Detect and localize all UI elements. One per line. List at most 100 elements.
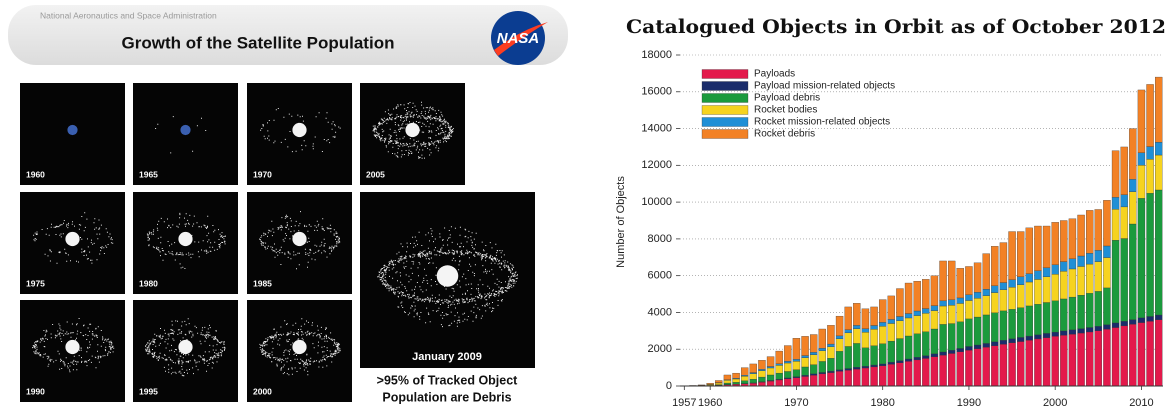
bar-segment (1129, 223, 1137, 320)
bar-segment (844, 306, 852, 330)
bar-segment (1155, 142, 1163, 156)
bar-segment (766, 374, 775, 381)
y-tick-label: 18000 (641, 49, 672, 61)
bar-segment (1103, 257, 1111, 289)
bar-segment (1086, 293, 1094, 328)
bar-segment (1111, 240, 1120, 324)
earth (292, 339, 307, 355)
bar-segment (956, 268, 964, 299)
bar-segment (1120, 238, 1128, 322)
bar-segment (1034, 279, 1042, 305)
bar-segment (1103, 324, 1111, 330)
bar-segment (810, 364, 818, 375)
y-tick-label: 6000 (648, 270, 672, 282)
bar-segment (999, 282, 1008, 290)
bar-segment (1094, 326, 1102, 331)
y-tick-label: 10000 (641, 196, 672, 208)
bar-segment (1137, 165, 1146, 199)
bar-segment (853, 303, 861, 326)
bar-segment (706, 383, 714, 385)
bar-segment (904, 282, 913, 314)
bar-segment (784, 362, 792, 372)
bar-segment (835, 369, 844, 372)
bar-segment (818, 373, 826, 387)
bar-segment (973, 348, 982, 387)
bar-segment (1051, 300, 1059, 333)
bar-segment (827, 325, 835, 345)
bar-segment (1034, 225, 1042, 271)
bar-segment (887, 319, 895, 324)
bar-segment (1146, 321, 1154, 387)
bar-segment (1025, 305, 1033, 337)
nasa-logo: NASA (491, 11, 548, 65)
bar-segment (1111, 150, 1120, 198)
bar-segment (853, 367, 861, 370)
bar-segment (1060, 330, 1068, 336)
bar-segment (939, 324, 947, 353)
bar-segment (982, 343, 990, 348)
bar-segment (775, 379, 783, 387)
bar-segment (973, 298, 982, 318)
bar-segment (913, 359, 921, 387)
bar-segment (861, 367, 870, 387)
bar-segment (991, 292, 999, 313)
bar-segment (1068, 329, 1077, 335)
bar-segment (827, 370, 835, 373)
bar-segment (1034, 334, 1042, 340)
y-axis-label: Number of Objects (615, 176, 627, 268)
x-tick-label: 1980 (870, 397, 894, 409)
y-tick-label: 8000 (648, 233, 672, 245)
y-tick-label: 2000 (648, 343, 672, 355)
bar-segment (861, 332, 870, 348)
bar-segment (870, 364, 878, 368)
bar-segment (810, 375, 818, 387)
bar-segment (973, 292, 982, 299)
year-label: 1980 (139, 278, 158, 288)
earth (405, 122, 420, 138)
bar-segment (1017, 341, 1025, 387)
bar-segment (930, 305, 939, 311)
legend-swatch (701, 117, 749, 127)
bar-segment (930, 353, 939, 357)
bar-segment (1129, 191, 1137, 225)
bar-segment (792, 377, 801, 387)
y-tick-label: 14000 (641, 122, 672, 134)
bar-segment (1077, 332, 1085, 387)
bar-segment (1111, 327, 1120, 387)
bar-segment (861, 366, 870, 369)
bar-segment (1068, 218, 1077, 259)
bar-segment (818, 361, 826, 373)
bar-segment (801, 357, 809, 368)
bar-segment (887, 362, 895, 365)
bar-segment (818, 350, 826, 362)
year-label: 2000 (253, 386, 272, 396)
legend-swatch (701, 105, 749, 115)
bar-segment (1137, 198, 1146, 319)
bar-segment (999, 242, 1008, 283)
bar-segment (861, 328, 870, 333)
bar-segment (732, 382, 740, 385)
bar-segment (965, 266, 973, 295)
year-label: 1970 (253, 169, 272, 179)
bar-segment (827, 358, 835, 372)
bar-segment (766, 356, 775, 367)
bar-segment (965, 300, 973, 320)
bar-segment (1077, 328, 1085, 334)
bar-segment (749, 372, 757, 374)
bar-segment (784, 378, 792, 387)
bar-segment (879, 363, 887, 366)
bar-segment (1068, 268, 1077, 298)
bar-segment (1086, 331, 1094, 387)
bar-segment (1137, 89, 1146, 153)
bar-segment (758, 376, 766, 382)
bar-segment (853, 368, 861, 387)
bar-segment (896, 316, 904, 321)
bar-segment (1060, 335, 1068, 387)
chart: 0 2000 4000 6000 8000 10000 12000 14000 16000 180… (641, 49, 1163, 409)
bar-segment (1129, 319, 1137, 325)
bar-segment (896, 362, 904, 387)
bar-segment (818, 372, 826, 375)
bar-segment (1094, 330, 1102, 387)
year-label: 1985 (253, 278, 272, 288)
x-tick-label: 1970 (784, 397, 808, 409)
